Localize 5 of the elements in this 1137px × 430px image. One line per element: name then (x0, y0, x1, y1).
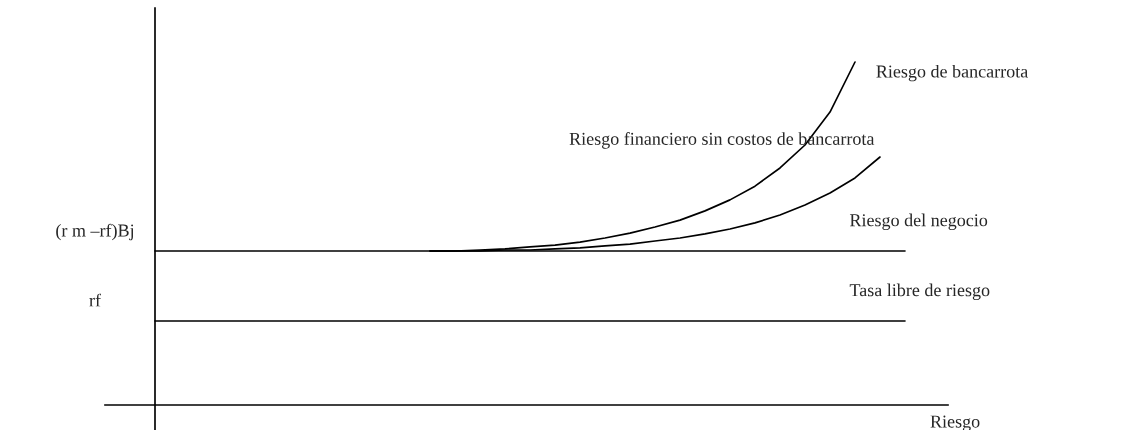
series-label: Riesgo de bancarrota (876, 64, 1028, 82)
text: rf (89, 293, 102, 307)
text: (r m –rf)Bj (56, 223, 134, 241)
series-label: Riesgo del negocio (849, 213, 988, 231)
series-label: Tasa libre de riesgo (849, 283, 990, 301)
